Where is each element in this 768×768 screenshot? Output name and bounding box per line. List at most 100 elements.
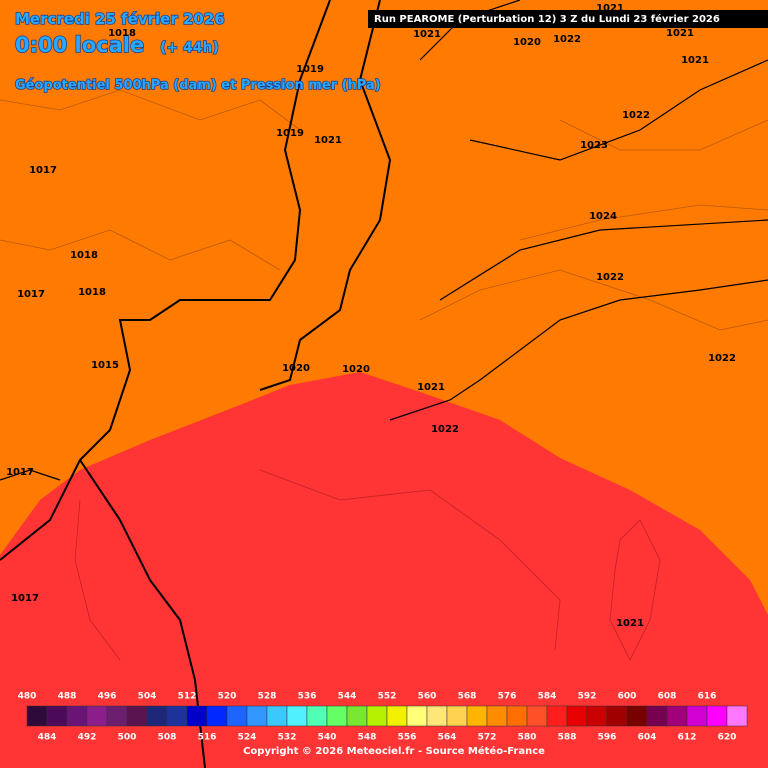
legend-swatch xyxy=(566,705,588,727)
legend-label: 620 xyxy=(718,733,737,743)
isobar-label: 1021 xyxy=(681,55,709,66)
legend-swatch xyxy=(46,705,68,727)
isobar-label: 1022 xyxy=(622,110,650,121)
isobar-label: 1017 xyxy=(17,289,45,300)
isobar-label: 1015 xyxy=(91,360,119,371)
legend-swatch xyxy=(306,705,328,727)
legend-swatch xyxy=(166,705,188,727)
isobar-label: 1020 xyxy=(513,37,541,48)
legend-swatch xyxy=(546,705,568,727)
legend-swatch xyxy=(626,705,648,727)
legend-label: 604 xyxy=(638,733,657,743)
legend-swatch xyxy=(666,705,688,727)
legend-label: 564 xyxy=(438,733,457,743)
legend-label: 616 xyxy=(698,692,717,702)
legend-label: 488 xyxy=(58,692,77,702)
legend-label: 484 xyxy=(38,733,57,743)
isobar-label: 1017 xyxy=(6,467,34,478)
legend-swatch xyxy=(406,705,428,727)
legend-swatch xyxy=(526,705,548,727)
coastlines xyxy=(74,469,661,661)
legend-swatch xyxy=(586,705,608,727)
isobar-label: 1017 xyxy=(29,165,57,176)
legend-label: 596 xyxy=(598,733,617,743)
isobar-label: 1024 xyxy=(589,211,617,222)
isobar-label: 1021 xyxy=(616,618,644,629)
isobar-label: 1022 xyxy=(553,34,581,45)
legend-swatch xyxy=(86,705,108,727)
isobar-label: 1017 xyxy=(11,593,39,604)
legend-label: 496 xyxy=(98,692,117,702)
legend-label: 592 xyxy=(578,692,597,702)
legend-label: 548 xyxy=(358,733,377,743)
isobar-label: 1019 xyxy=(276,128,304,139)
isobar-label: 1022 xyxy=(708,353,736,364)
legend-label: 552 xyxy=(378,692,397,702)
legend-swatch xyxy=(26,705,48,727)
legend-label: 540 xyxy=(318,733,337,743)
legend-swatch xyxy=(366,705,388,727)
borders xyxy=(0,89,768,331)
legend-swatch xyxy=(686,705,708,727)
lead-time: (+ 44h) xyxy=(160,40,219,56)
legend-swatch xyxy=(186,705,208,727)
legend-swatch xyxy=(726,705,748,727)
legend-swatch xyxy=(646,705,668,727)
legend-label: 500 xyxy=(118,733,137,743)
legend-swatch xyxy=(66,705,88,727)
legend-label: 512 xyxy=(178,692,197,702)
legend-label: 520 xyxy=(218,692,237,702)
isobar-label: 1019 xyxy=(296,64,324,75)
contours xyxy=(0,0,392,768)
legend-label: 544 xyxy=(338,692,357,702)
isobar-label: 1020 xyxy=(342,364,370,375)
isobar-label: 1023 xyxy=(580,140,608,151)
legend-swatch xyxy=(426,705,448,727)
legend-label: 560 xyxy=(418,692,437,702)
legend-label: 588 xyxy=(558,733,577,743)
forecast-date: Mercredi 25 février 2026 xyxy=(15,10,225,28)
legend-swatch xyxy=(206,705,228,727)
isobar-label: 1020 xyxy=(282,363,310,374)
isobar-label: 1018 xyxy=(108,28,136,39)
color-legend: 480 484 488 492 496 500 504 508 512 516 520 524 528 5… xyxy=(18,692,748,743)
isobar-label: 1021 xyxy=(596,3,624,14)
isobar-label: 1022 xyxy=(596,272,624,283)
run-banner-bg xyxy=(368,10,768,28)
legend-swatch xyxy=(226,705,248,727)
legend-swatch xyxy=(606,705,628,727)
legend-swatch xyxy=(146,705,168,727)
legend-label: 608 xyxy=(658,692,677,702)
legend-swatch xyxy=(106,705,128,727)
isobar-label: 1018 xyxy=(78,287,106,298)
isobar-label: 1021 xyxy=(314,135,342,146)
legend-label: 492 xyxy=(78,733,97,743)
legend-swatch xyxy=(326,705,348,727)
isobar-label: 1021 xyxy=(666,28,694,39)
legend-swatch xyxy=(246,705,268,727)
legend-label: 556 xyxy=(398,733,417,743)
field-description: Géopotentiel 500hPa (dam) et Pression me… xyxy=(15,78,381,93)
legend-label: 532 xyxy=(278,733,297,743)
legend-label: 576 xyxy=(498,692,517,702)
isobar-labels: 1021 1020 1022 1021 1021 1021 1018 1019 1022 1019… xyxy=(6,3,736,629)
thin-contours xyxy=(0,0,768,481)
legend-label: 516 xyxy=(198,733,217,743)
legend-label: 572 xyxy=(478,733,497,743)
legend-label: 524 xyxy=(238,733,257,743)
legend-label: 536 xyxy=(298,692,317,702)
copyright: Copyright © 2026 Meteociel.fr - Source M… xyxy=(243,745,545,757)
legend-label: 568 xyxy=(458,692,477,702)
legend-label: 584 xyxy=(538,692,557,702)
legend-swatch xyxy=(506,705,528,727)
legend-swatch xyxy=(386,705,408,727)
isobar-label: 1022 xyxy=(431,424,459,435)
legend-swatch xyxy=(286,705,308,727)
forecast-time: 0:00 locale xyxy=(15,33,144,57)
legend-swatch xyxy=(706,705,728,727)
isobar-label: 1021 xyxy=(417,382,445,393)
legend-swatch xyxy=(346,705,368,727)
run-info: Run PEAROME (Perturbation 12) 3 Z du Lun… xyxy=(374,13,720,25)
legend-swatch xyxy=(486,705,508,727)
